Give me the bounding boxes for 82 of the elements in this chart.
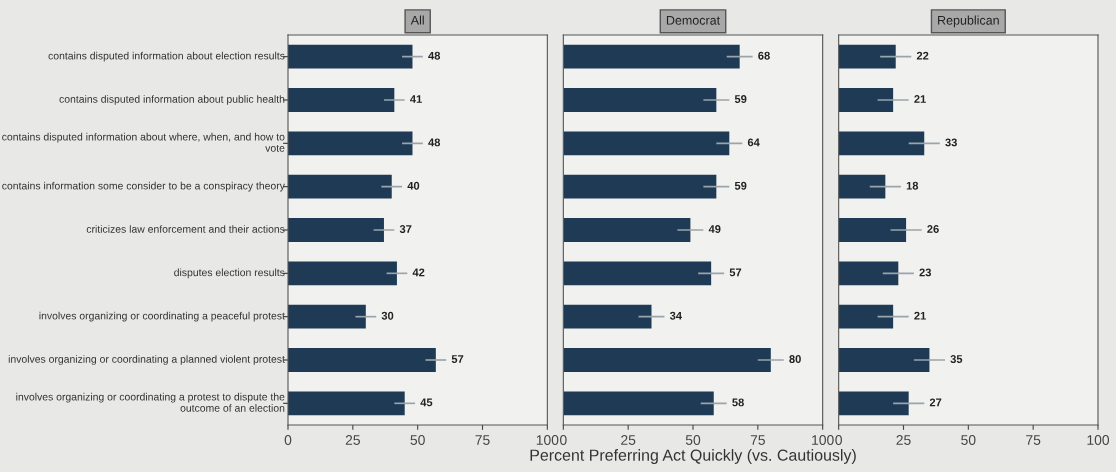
bar [838,131,925,156]
bar [838,88,894,112]
y-tick-label: contains disputed information about election results [48,51,285,62]
x-tick-label: 50 [961,435,976,445]
bar [563,131,730,156]
data-label: 23 [919,268,932,277]
bar [838,348,930,372]
y-tick-label: disputes election results [174,268,285,279]
y-tick-label: involves organizing or coordinating a planned violent protest [8,355,285,365]
bar [563,218,691,242]
x-tick-label: 75 [475,435,490,445]
data-label: 18 [906,181,919,190]
bar [288,218,384,242]
data-label: 59 [734,181,747,190]
y-tick-label: involves organizing or coordinating a peaceful protest [39,311,285,322]
bar [563,348,771,372]
x-tick-label: 0 [560,435,567,445]
data-label: 58 [732,398,744,407]
data-label: 48 [428,51,441,60]
bar [288,44,413,69]
x-tick-label: 50 [410,435,425,445]
bar [288,88,395,112]
data-label: 30 [381,311,394,320]
bar [838,391,909,416]
data-label: 33 [945,138,957,147]
data-label: 48 [428,138,441,147]
x-tick-label: 100 [1087,435,1110,445]
data-label: 40 [407,181,420,190]
x-tick-label: 25 [896,435,911,445]
bar [563,174,717,199]
data-label: 45 [420,398,433,407]
x-tick-label: 25 [621,435,636,445]
bar [838,261,899,286]
data-label: 57 [451,355,464,363]
data-label: 49 [708,225,721,233]
data-label: 22 [916,51,929,60]
x-tick-label: 100 [812,435,834,445]
bar [563,44,740,69]
data-label: 26 [927,225,939,233]
bar [288,131,413,156]
data-label: 21 [914,95,926,103]
x-axis-title: Percent Preferring Act Quickly (vs. Cautiously) [530,449,856,464]
data-label: 68 [758,51,770,60]
y-tick-label: criticizes law enforcement and their actions [86,225,285,233]
bar [563,391,714,416]
bar [563,261,712,286]
bar [563,88,717,112]
x-tick-label: 75 [750,435,765,445]
bar [288,174,392,199]
y-tick-label: contains information some consider to be a conspiracy theory [2,181,285,192]
y-tick-label: contains disputed information about public health [59,95,285,105]
bar [838,44,896,69]
data-label: 27 [929,398,942,407]
bar [563,304,652,329]
bar [838,304,894,329]
bar [288,348,436,372]
x-tick-label: 50 [685,435,701,445]
data-label: 64 [747,138,760,147]
chart-title: Republican [938,15,999,28]
chart-title: All [410,15,424,25]
data-label: 80 [789,355,801,363]
y-tick-label: involves organizing or coordinating a protest to dispute the outcome of an election [16,392,285,412]
x-tick-label: 0 [284,435,292,445]
data-label: 21 [914,311,926,320]
bar [838,218,907,242]
data-label: 57 [729,268,742,277]
bar [288,391,405,416]
bar [288,261,397,286]
bar [288,304,366,329]
data-label: 37 [399,225,412,233]
data-label: 34 [669,311,682,320]
y-tick-label: contains disputed information about where, when, and how to vote [2,132,285,152]
data-label: 35 [950,355,963,363]
data-label: 41 [410,95,422,103]
data-label: 42 [412,268,425,277]
x-tick-label: 25 [345,435,360,445]
x-tick-label: 75 [1026,435,1041,445]
chart-title: Democrat [666,15,720,25]
x-tick-label: 100 [536,435,559,445]
data-label: 59 [734,95,747,103]
bar [838,174,886,199]
x-tick-label: 0 [835,435,842,445]
